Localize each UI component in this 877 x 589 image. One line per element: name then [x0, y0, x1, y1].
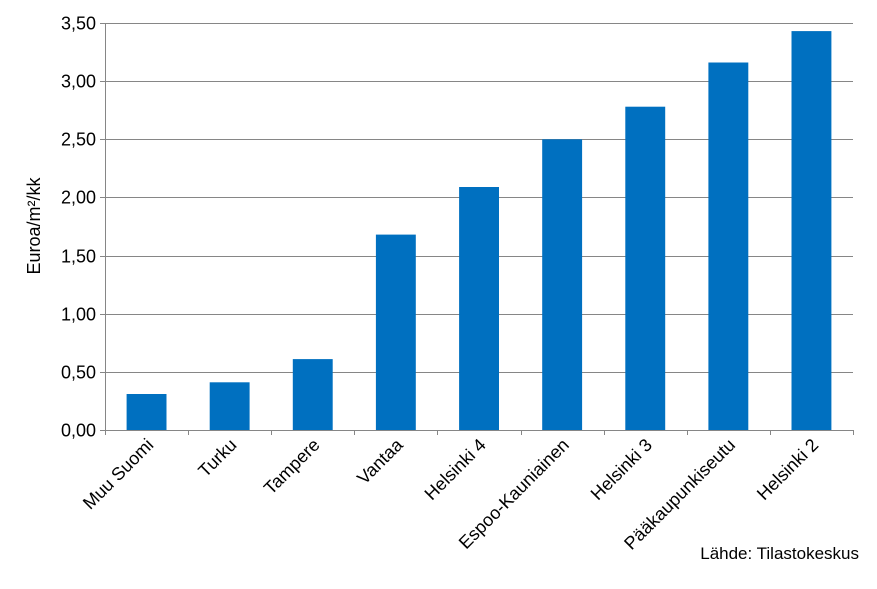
- bar: [625, 106, 666, 430]
- y-axis-title: Euroa/m²/kk: [24, 176, 44, 274]
- bar: [791, 31, 832, 430]
- bar: [708, 62, 749, 430]
- x-tick-labels: Muu Suomi Turku Tampere Vantaa Helsinki 4Esp…: [79, 434, 822, 554]
- bar: [542, 139, 583, 431]
- x-tick-label: Turku: [194, 435, 240, 481]
- x-tick-label: Vantaa: [353, 434, 407, 488]
- bar: [126, 394, 167, 430]
- x-tick-label: Tampere: [260, 435, 324, 499]
- y-tick-label: 0,00: [61, 421, 96, 441]
- y-tick-label: 1,00: [61, 305, 96, 325]
- y-tick-label: 3,00: [61, 72, 96, 92]
- x-tick-label: Helsinki 3: [587, 435, 656, 504]
- bar: [459, 187, 499, 430]
- x-tick-label: Helsinki 2: [753, 435, 822, 504]
- y-tick-labels: 0,00 0,50 1,00 1,50 2,00 2,50 3,00 3,50: [61, 14, 96, 441]
- y-tick-label: 3,50: [61, 14, 96, 34]
- y-tick-label: 2,50: [61, 130, 96, 150]
- y-tick-label: 1,50: [61, 247, 96, 267]
- bars: [126, 31, 832, 431]
- x-tick-label: Muu Suomi: [79, 435, 158, 514]
- source-note: Lähde: Tilastokeskus: [700, 544, 859, 563]
- bar: [292, 359, 333, 430]
- y-tick-label: 2,00: [61, 188, 96, 208]
- y-tick-label: 0,50: [61, 363, 96, 383]
- bar: [209, 382, 250, 430]
- axes: [100, 23, 854, 435]
- bar: [375, 234, 416, 430]
- x-tick-label: Helsinki 4: [421, 435, 490, 504]
